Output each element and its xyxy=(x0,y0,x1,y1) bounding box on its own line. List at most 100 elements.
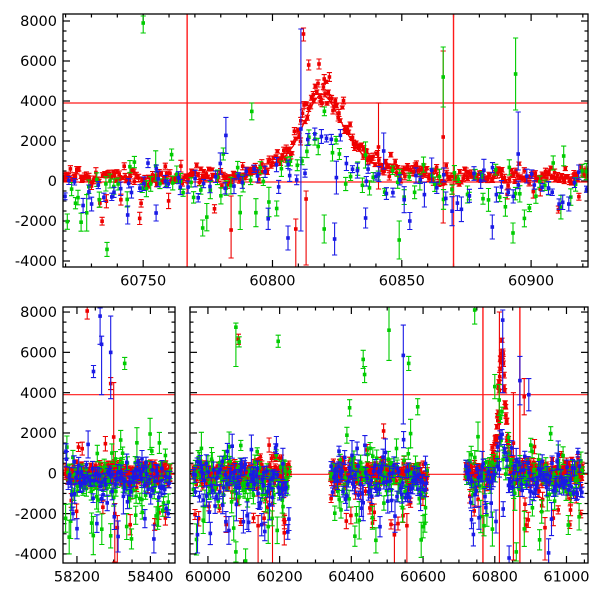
red-data-point xyxy=(286,462,291,466)
blue-data-point xyxy=(255,466,260,471)
blue-data-point xyxy=(546,186,551,190)
red-data-point xyxy=(449,174,453,179)
blue-data-point xyxy=(516,183,521,187)
green-data-point xyxy=(575,474,579,479)
green-data-point xyxy=(194,537,199,542)
blue-data-point xyxy=(204,461,209,466)
blue-data-point xyxy=(270,495,275,500)
blue-data-point xyxy=(129,190,134,195)
red-data-point xyxy=(381,429,386,433)
red-data-point xyxy=(495,435,499,439)
green-data-point xyxy=(95,177,99,182)
blue-data-point xyxy=(201,181,206,186)
green-data-point xyxy=(238,210,242,215)
green-data-point xyxy=(421,524,425,529)
red-data-point xyxy=(417,168,422,172)
red-data-point xyxy=(230,462,235,467)
red-data-point xyxy=(304,101,308,106)
green-data-point xyxy=(551,161,555,165)
blue-data-point xyxy=(390,471,395,475)
red-data-point xyxy=(326,90,331,95)
green-data-point xyxy=(415,405,420,409)
blue-data-point xyxy=(404,469,408,474)
blue-data-point xyxy=(363,443,367,448)
blue-data-point xyxy=(422,192,427,197)
blue-data-point xyxy=(204,494,209,498)
red-data-point xyxy=(233,460,237,465)
blue-data-point xyxy=(162,487,167,492)
red-data-point xyxy=(196,516,201,521)
red-data-point xyxy=(500,168,504,172)
red-data-point xyxy=(514,169,518,173)
red-data-point xyxy=(143,176,147,181)
red-data-point xyxy=(257,177,261,181)
green-data-point xyxy=(221,152,226,156)
green-data-point xyxy=(493,384,497,389)
green-data-point xyxy=(322,109,327,114)
plot-area-segment xyxy=(63,14,588,267)
green-data-point xyxy=(144,186,149,191)
blue-data-point xyxy=(223,186,227,191)
green-data-point xyxy=(400,506,405,510)
red-data-point xyxy=(161,463,165,468)
red-data-point xyxy=(349,513,353,518)
green-data-point xyxy=(437,174,442,179)
blue-data-point xyxy=(99,342,104,347)
green-data-point xyxy=(356,474,361,478)
green-data-point xyxy=(337,497,341,502)
red-data-point xyxy=(476,497,480,502)
green-data-point xyxy=(274,453,278,457)
green-data-point xyxy=(514,550,519,554)
red-data-point xyxy=(293,136,298,141)
green-data-point xyxy=(157,441,162,445)
green-data-point xyxy=(384,488,389,493)
red-data-point xyxy=(239,520,243,524)
blue-data-point xyxy=(358,482,363,487)
blue-data-point xyxy=(110,489,114,494)
blue-data-point xyxy=(144,472,149,476)
red-data-point xyxy=(77,167,81,171)
blue-data-point xyxy=(68,481,73,485)
green-data-point xyxy=(129,537,134,541)
y-tick-label: -4000 xyxy=(15,254,57,270)
green-data-point xyxy=(518,192,522,196)
red-data-point xyxy=(473,474,478,478)
green-data-point xyxy=(199,188,203,192)
red-data-point xyxy=(267,157,272,162)
blue-data-point xyxy=(136,459,140,463)
red-data-point xyxy=(427,176,431,181)
red-data-point xyxy=(566,480,570,484)
blue-data-point xyxy=(286,162,290,167)
red-data-point xyxy=(85,309,89,313)
red-data-point xyxy=(540,497,545,502)
red-error-bar xyxy=(404,513,410,563)
blue-data-point xyxy=(261,484,265,488)
red-data-point xyxy=(515,174,520,178)
red-data-point xyxy=(393,160,397,164)
green-data-point xyxy=(272,493,276,497)
red-data-point xyxy=(394,171,399,175)
green-data-point xyxy=(101,478,105,482)
green-data-point xyxy=(419,538,423,542)
red-data-point xyxy=(526,479,530,484)
green-data-point xyxy=(234,325,238,329)
blue-data-point xyxy=(334,467,338,471)
blue-data-point xyxy=(96,183,101,187)
red-data-point xyxy=(375,152,380,156)
red-error-bar xyxy=(542,517,548,561)
red-data-point xyxy=(527,175,531,180)
red-data-point xyxy=(100,219,104,223)
blue-data-point xyxy=(66,481,70,485)
red-data-point xyxy=(536,176,541,181)
red-data-point xyxy=(210,173,215,178)
blue-data-point xyxy=(97,474,101,478)
red-data-point xyxy=(579,476,584,481)
red-data-point xyxy=(510,476,515,480)
red-data-point xyxy=(287,147,291,151)
green-data-point xyxy=(270,516,274,521)
red-data-point xyxy=(156,481,161,486)
red-data-point xyxy=(282,531,287,535)
red-data-point xyxy=(496,418,500,423)
blue-data-point xyxy=(257,504,262,508)
blue-data-point xyxy=(414,173,418,178)
